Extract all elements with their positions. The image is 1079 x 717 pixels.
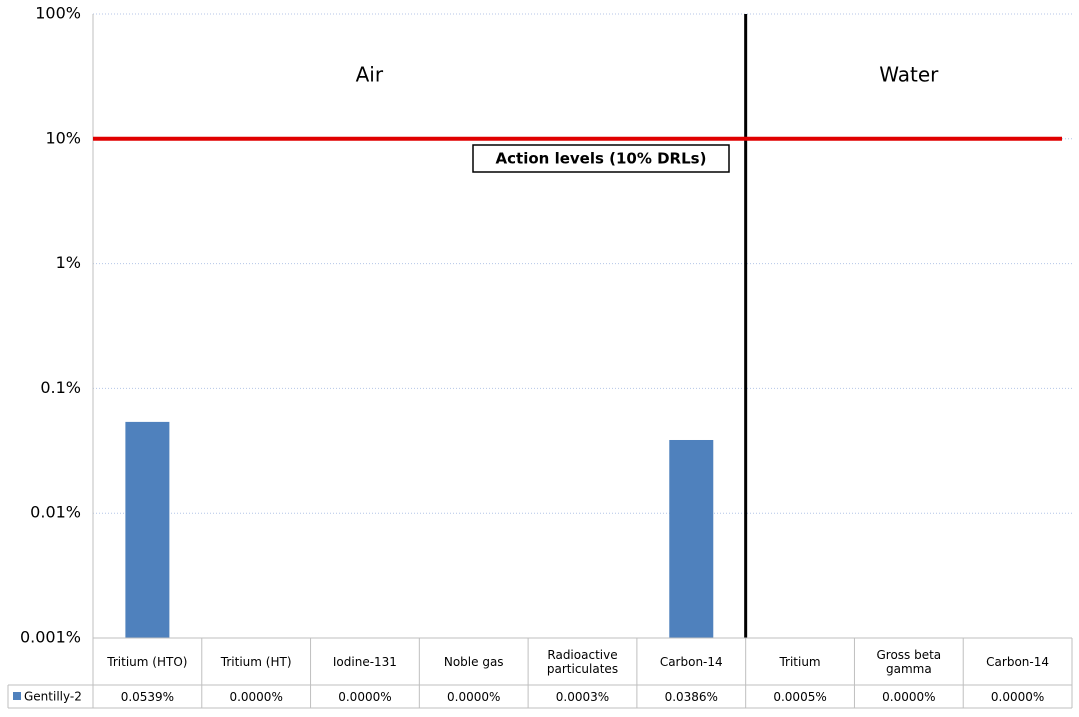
value-label-box: 0.0539% — [120, 689, 175, 704]
category-label: Iodine-131 — [332, 654, 397, 669]
group-label: Water — [879, 63, 939, 87]
category-label: Gross beta gamma — [876, 647, 942, 676]
category-label-box: Tritium (HTO) — [107, 654, 188, 669]
y-tick-label: 0.01% — [30, 503, 81, 522]
category-label-box: Gross beta gamma — [876, 647, 942, 676]
category-label: Carbon-14 — [659, 654, 723, 669]
value-label-box: 0.0000% — [990, 689, 1045, 704]
category-label: Tritium (HTO) — [107, 654, 188, 669]
value-label: 0.0000% — [229, 689, 283, 704]
y-tick-label: 0.1% — [40, 378, 81, 397]
value-label: 0.0005% — [773, 689, 827, 704]
y-tick-label: 10% — [45, 128, 81, 147]
value-label-box: 0.0003% — [555, 689, 610, 704]
value-label: 0.0000% — [447, 689, 501, 704]
group-label: Air — [356, 63, 384, 87]
value-label-box: 0.0000% — [447, 689, 501, 704]
category-label: Radioactive particulates — [546, 647, 619, 676]
y-tick-label: 0.001% — [20, 628, 81, 647]
category-label-box: Tritium — [779, 654, 821, 669]
annotation-box — [472, 144, 730, 173]
value-label-box: 0.0000% — [882, 689, 936, 704]
category-label-box: Noble gas — [443, 654, 504, 669]
value-label: 0.0000% — [990, 689, 1045, 704]
value-label-box: 0.0005% — [773, 689, 827, 704]
category-label-box: Radioactive particulates — [546, 647, 619, 676]
value-label: 0.0000% — [338, 689, 392, 704]
category-label-box: Tritium (HT) — [220, 654, 292, 669]
category-label: Carbon-14 — [986, 654, 1050, 669]
category-label-box: Iodine-131 — [332, 654, 397, 669]
bar — [125, 421, 170, 638]
legend-swatch — [13, 692, 21, 700]
y-tick-label: 100% — [35, 4, 81, 23]
value-label: 0.0539% — [120, 689, 175, 704]
category-label: Tritium — [779, 654, 821, 669]
y-tick-label: 1% — [56, 253, 81, 272]
value-label-box: 0.0000% — [338, 689, 392, 704]
plot-area — [125, 421, 714, 638]
value-label: 0.0003% — [555, 689, 610, 704]
category-label-box: Carbon-14 — [986, 654, 1050, 669]
value-label: 0.0386% — [664, 689, 718, 704]
category-label: Tritium (HT) — [220, 654, 292, 669]
annotation: Action levels (10% DRLs) — [496, 150, 707, 168]
category-label: Noble gas — [443, 654, 504, 669]
category-label-box: Carbon-14 — [659, 654, 723, 669]
value-label-box: 0.0000% — [229, 689, 283, 704]
value-label-box: 0.0386% — [664, 689, 718, 704]
bar — [669, 439, 714, 638]
legend-label: Gentilly-2 — [24, 690, 82, 704]
value-label: 0.0000% — [882, 689, 936, 704]
